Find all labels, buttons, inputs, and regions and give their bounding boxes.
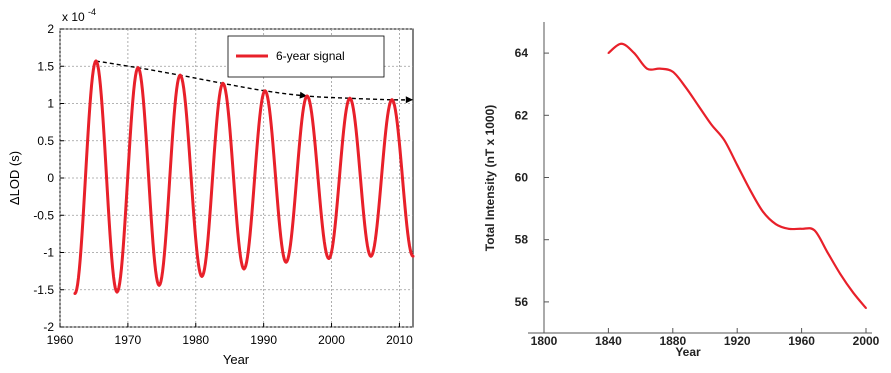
left-series-point-15	[390, 98, 394, 102]
right-axis-ticks: 56 58 60 62 64 1800 1840 1880 1920 1960 2000	[515, 46, 880, 348]
right-series-point-19	[852, 291, 855, 294]
right-x-axis-title: Year	[675, 345, 701, 359]
left-trend-arrowhead-0	[299, 91, 308, 99]
left-x-tick-label-0: 1960	[47, 333, 74, 347]
left-series-point-0	[73, 291, 77, 295]
right-series-point-4	[659, 67, 661, 70]
left-legend: 6-year signal	[227, 35, 385, 78]
right-series-point-15	[800, 227, 803, 230]
right-y-tick-label-3: 62	[515, 108, 529, 122]
left-x-tick-label-2: 1980	[182, 333, 209, 347]
right-x-tick-label-1: 1840	[595, 334, 622, 348]
right-series-point-9	[723, 139, 726, 142]
right-series-point-5	[671, 70, 674, 73]
right-series-point-13	[774, 223, 777, 226]
right-series-point-20	[865, 307, 867, 310]
left-trend-arrowhead-1	[405, 96, 413, 104]
right-y-tick-label-1: 58	[515, 233, 529, 247]
left-y-multiplier-exponent: -4	[88, 7, 96, 17]
right-series-point-16	[813, 229, 816, 232]
right-series-line	[607, 42, 867, 309]
left-y-axis-title: ΔLOD (s)	[7, 151, 22, 205]
right-x-tick-label-0: 1800	[531, 334, 558, 348]
left-y-tick-label-4: 0	[47, 171, 54, 185]
left-series-point-8	[242, 267, 246, 271]
left-series-point-9	[263, 89, 267, 93]
right-series	[607, 42, 867, 310]
left-series-point-14	[369, 254, 373, 258]
right-x-tick-label-3: 1920	[724, 334, 751, 348]
right-series-point-8	[710, 123, 713, 126]
right-x-tick-label-4: 1960	[788, 334, 815, 348]
right-series-point-2	[633, 52, 636, 54]
left-series-point-2	[115, 290, 119, 294]
right-series-point-12	[762, 210, 764, 213]
left-series-point-4	[157, 283, 161, 287]
left-series-point-7	[221, 81, 225, 85]
right-series-point-17	[826, 251, 829, 254]
left-series-point-11	[305, 94, 309, 98]
right-series-point-18	[839, 273, 842, 275]
right-series-point-0	[607, 52, 610, 54]
left-y-tick-label-0: -2	[43, 320, 54, 334]
right-y-tick-label-4: 64	[515, 46, 529, 60]
left-y-multiplier: x 10 -4	[62, 7, 96, 24]
right-x-tick-label-5: 2000	[853, 334, 880, 348]
left-chart: -2 -1.5 -1 -0.5 0 0.5 1 1.5 2 1960 1970 1980 1990 200…	[7, 7, 415, 367]
left-y-tick-label-7: 1.5	[37, 59, 54, 73]
left-series-point-5	[178, 73, 182, 77]
left-series-point-16	[411, 254, 415, 258]
left-series-point-13	[348, 96, 352, 100]
left-series-point-10	[284, 260, 288, 264]
left-y-tick-label-8: 2	[47, 22, 54, 36]
right-x-tick-label-2: 1880	[659, 334, 686, 348]
left-y-tick-label-3: -0.5	[33, 208, 54, 222]
right-series-point-3	[646, 67, 648, 70]
right-series-point-14	[787, 227, 790, 230]
left-y-tick-label-5: 0.5	[37, 134, 54, 148]
right-series-point-6	[684, 86, 687, 89]
left-x-tick-label-5: 2010	[386, 333, 413, 347]
left-axis-ticks: -2 -1.5 -1 -0.5 0 0.5 1 1.5 2 1960 1970 1980 1990 200…	[33, 22, 413, 347]
left-y-multiplier-base: x 10	[62, 10, 85, 24]
left-y-tick-label-2: -1	[43, 246, 54, 260]
right-y-tick-label-0: 56	[515, 295, 529, 309]
right-y-tick-label-2: 60	[515, 171, 529, 185]
left-series-point-12	[327, 256, 331, 260]
right-series-point-1	[620, 42, 623, 45]
right-series-point-7	[697, 105, 700, 107]
left-series	[73, 59, 415, 295]
right-series-point-10	[736, 164, 739, 166]
left-series-point-3	[136, 66, 140, 70]
left-y-tick-label-1: -1.5	[33, 283, 54, 297]
right-series-point-11	[749, 189, 751, 191]
right-y-axis-title: Total Intensity (nT x 1000)	[483, 105, 497, 251]
left-series-point-1	[94, 59, 98, 63]
left-x-tick-label-1: 1970	[115, 333, 142, 347]
left-series-point-6	[200, 274, 204, 278]
left-x-tick-label-4: 2000	[318, 333, 345, 347]
left-legend-label: 6-year signal	[276, 49, 345, 63]
left-y-tick-label-6: 1	[47, 97, 54, 111]
left-x-axis-title: Year	[223, 352, 250, 367]
left-x-tick-label-3: 1990	[250, 333, 277, 347]
